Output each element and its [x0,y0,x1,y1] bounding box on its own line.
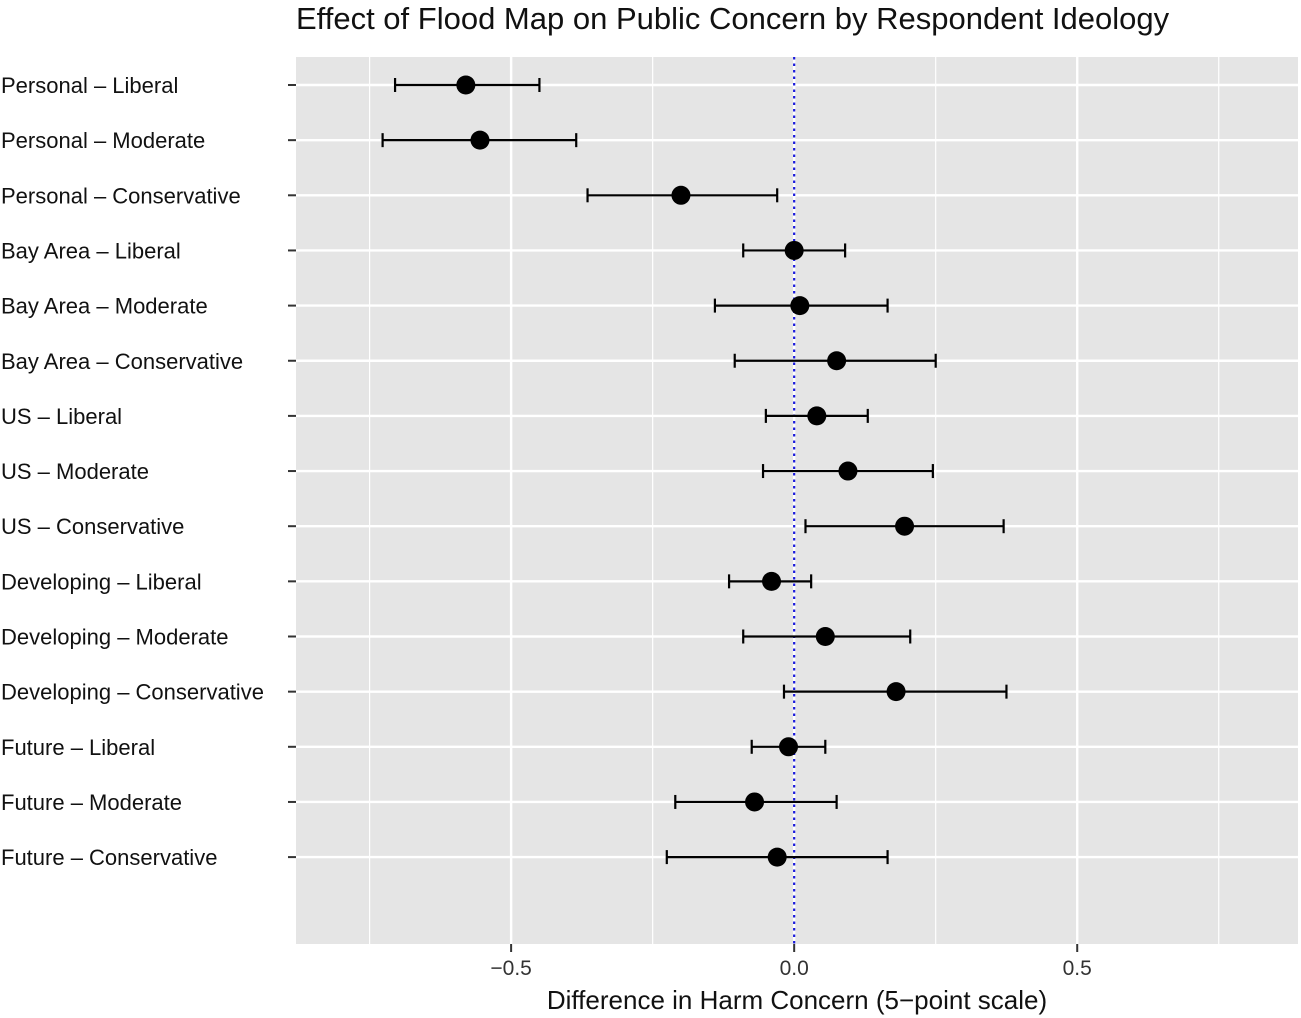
point-estimate [895,516,915,536]
plot-panel [296,57,1298,944]
y-tick-label: Personal – Conservative [1,183,241,208]
point-estimate [827,351,847,371]
y-tick-label: Future – Moderate [1,790,182,815]
point-estimate [807,406,827,426]
x-axis: −0.5 0.0 0.5 [490,944,1092,980]
y-tick-label: Personal – Moderate [1,128,205,153]
y-tick-label: Personal – Liberal [1,73,178,98]
point-estimates [456,75,915,867]
y-tick-label: Future – Conservative [1,845,217,870]
point-estimate [671,185,691,205]
y-tick-label: US – Liberal [1,404,122,429]
y-axis: Personal – Liberal Personal – Moderate Per… [1,73,296,870]
y-tick-label: US – Conservative [1,514,184,539]
point-estimate [815,627,835,646]
y-tick-label: Bay Area – Moderate [1,294,208,319]
point-estimate [838,461,858,481]
point-estimate [886,682,906,702]
y-tick-label: US – Moderate [1,459,149,484]
x-tick-label: −0.5 [490,957,531,980]
y-tick-label: Developing – Moderate [1,625,228,650]
x-tick-label: 0.0 [780,957,809,980]
y-tick-label: Future – Liberal [1,735,155,760]
point-estimate [767,847,787,867]
point-estimate [784,240,804,260]
point-estimate [470,130,490,150]
point-estimate [790,296,810,316]
x-tick-label: 0.5 [1063,957,1092,980]
point-estimate [456,75,476,95]
point-estimate [779,737,799,757]
y-tick-label: Bay Area – Conservative [1,349,243,374]
x-axis-title: Difference in Harm Concern (5−point scal… [546,985,1048,1015]
y-tick-label: Developing – Conservative [1,680,264,705]
point-estimate [762,571,782,591]
y-tick-label: Developing – Liberal [1,569,202,594]
y-tick-label: Bay Area – Liberal [1,238,181,263]
chart-title: Effect of Flood Map on Public Concern by… [296,1,1170,36]
point-estimate [745,792,765,812]
